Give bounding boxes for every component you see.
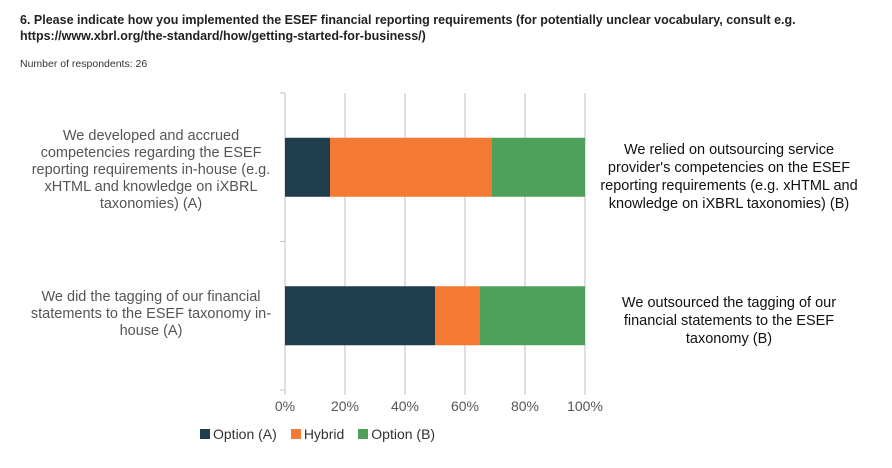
x-tick-label-4: 80% <box>511 398 539 414</box>
legend-swatch-option-a <box>200 429 210 439</box>
bar-option-b-2 <box>480 286 585 346</box>
bar-option-b-1 <box>492 137 585 197</box>
legend-label-hybrid: Hybrid <box>303 426 345 442</box>
x-tick-label-5: 100% <box>567 398 603 414</box>
bar-hybrid-2 <box>435 286 480 346</box>
question-title: 6. Please indicate how you implemented t… <box>20 13 796 43</box>
x-tick-label-3: 60% <box>451 398 479 414</box>
right-label-1: We relied on outsourcing service provide… <box>600 142 858 212</box>
legend-label-option-b: Option (B) <box>371 426 436 442</box>
respondents-count: Number of respondents: 26 <box>20 58 148 70</box>
bar-option-a-1 <box>285 137 330 197</box>
chart-legend: Option (A) Hybrid Option (B) <box>200 426 435 442</box>
legend-item-option-b: Option (B) <box>358 426 435 442</box>
x-tick-label-2: 40% <box>391 398 419 414</box>
x-tick-label-0: 0% <box>275 398 295 414</box>
bar-hybrid-1 <box>330 137 492 197</box>
category-label-1: We developed and accrued competencies re… <box>31 128 271 212</box>
legend-swatch-option-b <box>358 429 369 439</box>
legend-swatch-hybrid <box>290 429 301 439</box>
category-label-2: We did the tagging of our financial stat… <box>30 289 272 339</box>
bar-option-a-2 <box>285 286 435 346</box>
legend-label-option-a: Option (A) <box>213 426 277 442</box>
right-label-2: We outsourced the tagging of our financi… <box>621 295 837 347</box>
legend-item-option-a: Option (A) <box>200 426 277 442</box>
x-tick-label-1: 20% <box>331 398 359 414</box>
legend-item-hybrid: Hybrid <box>290 426 345 442</box>
